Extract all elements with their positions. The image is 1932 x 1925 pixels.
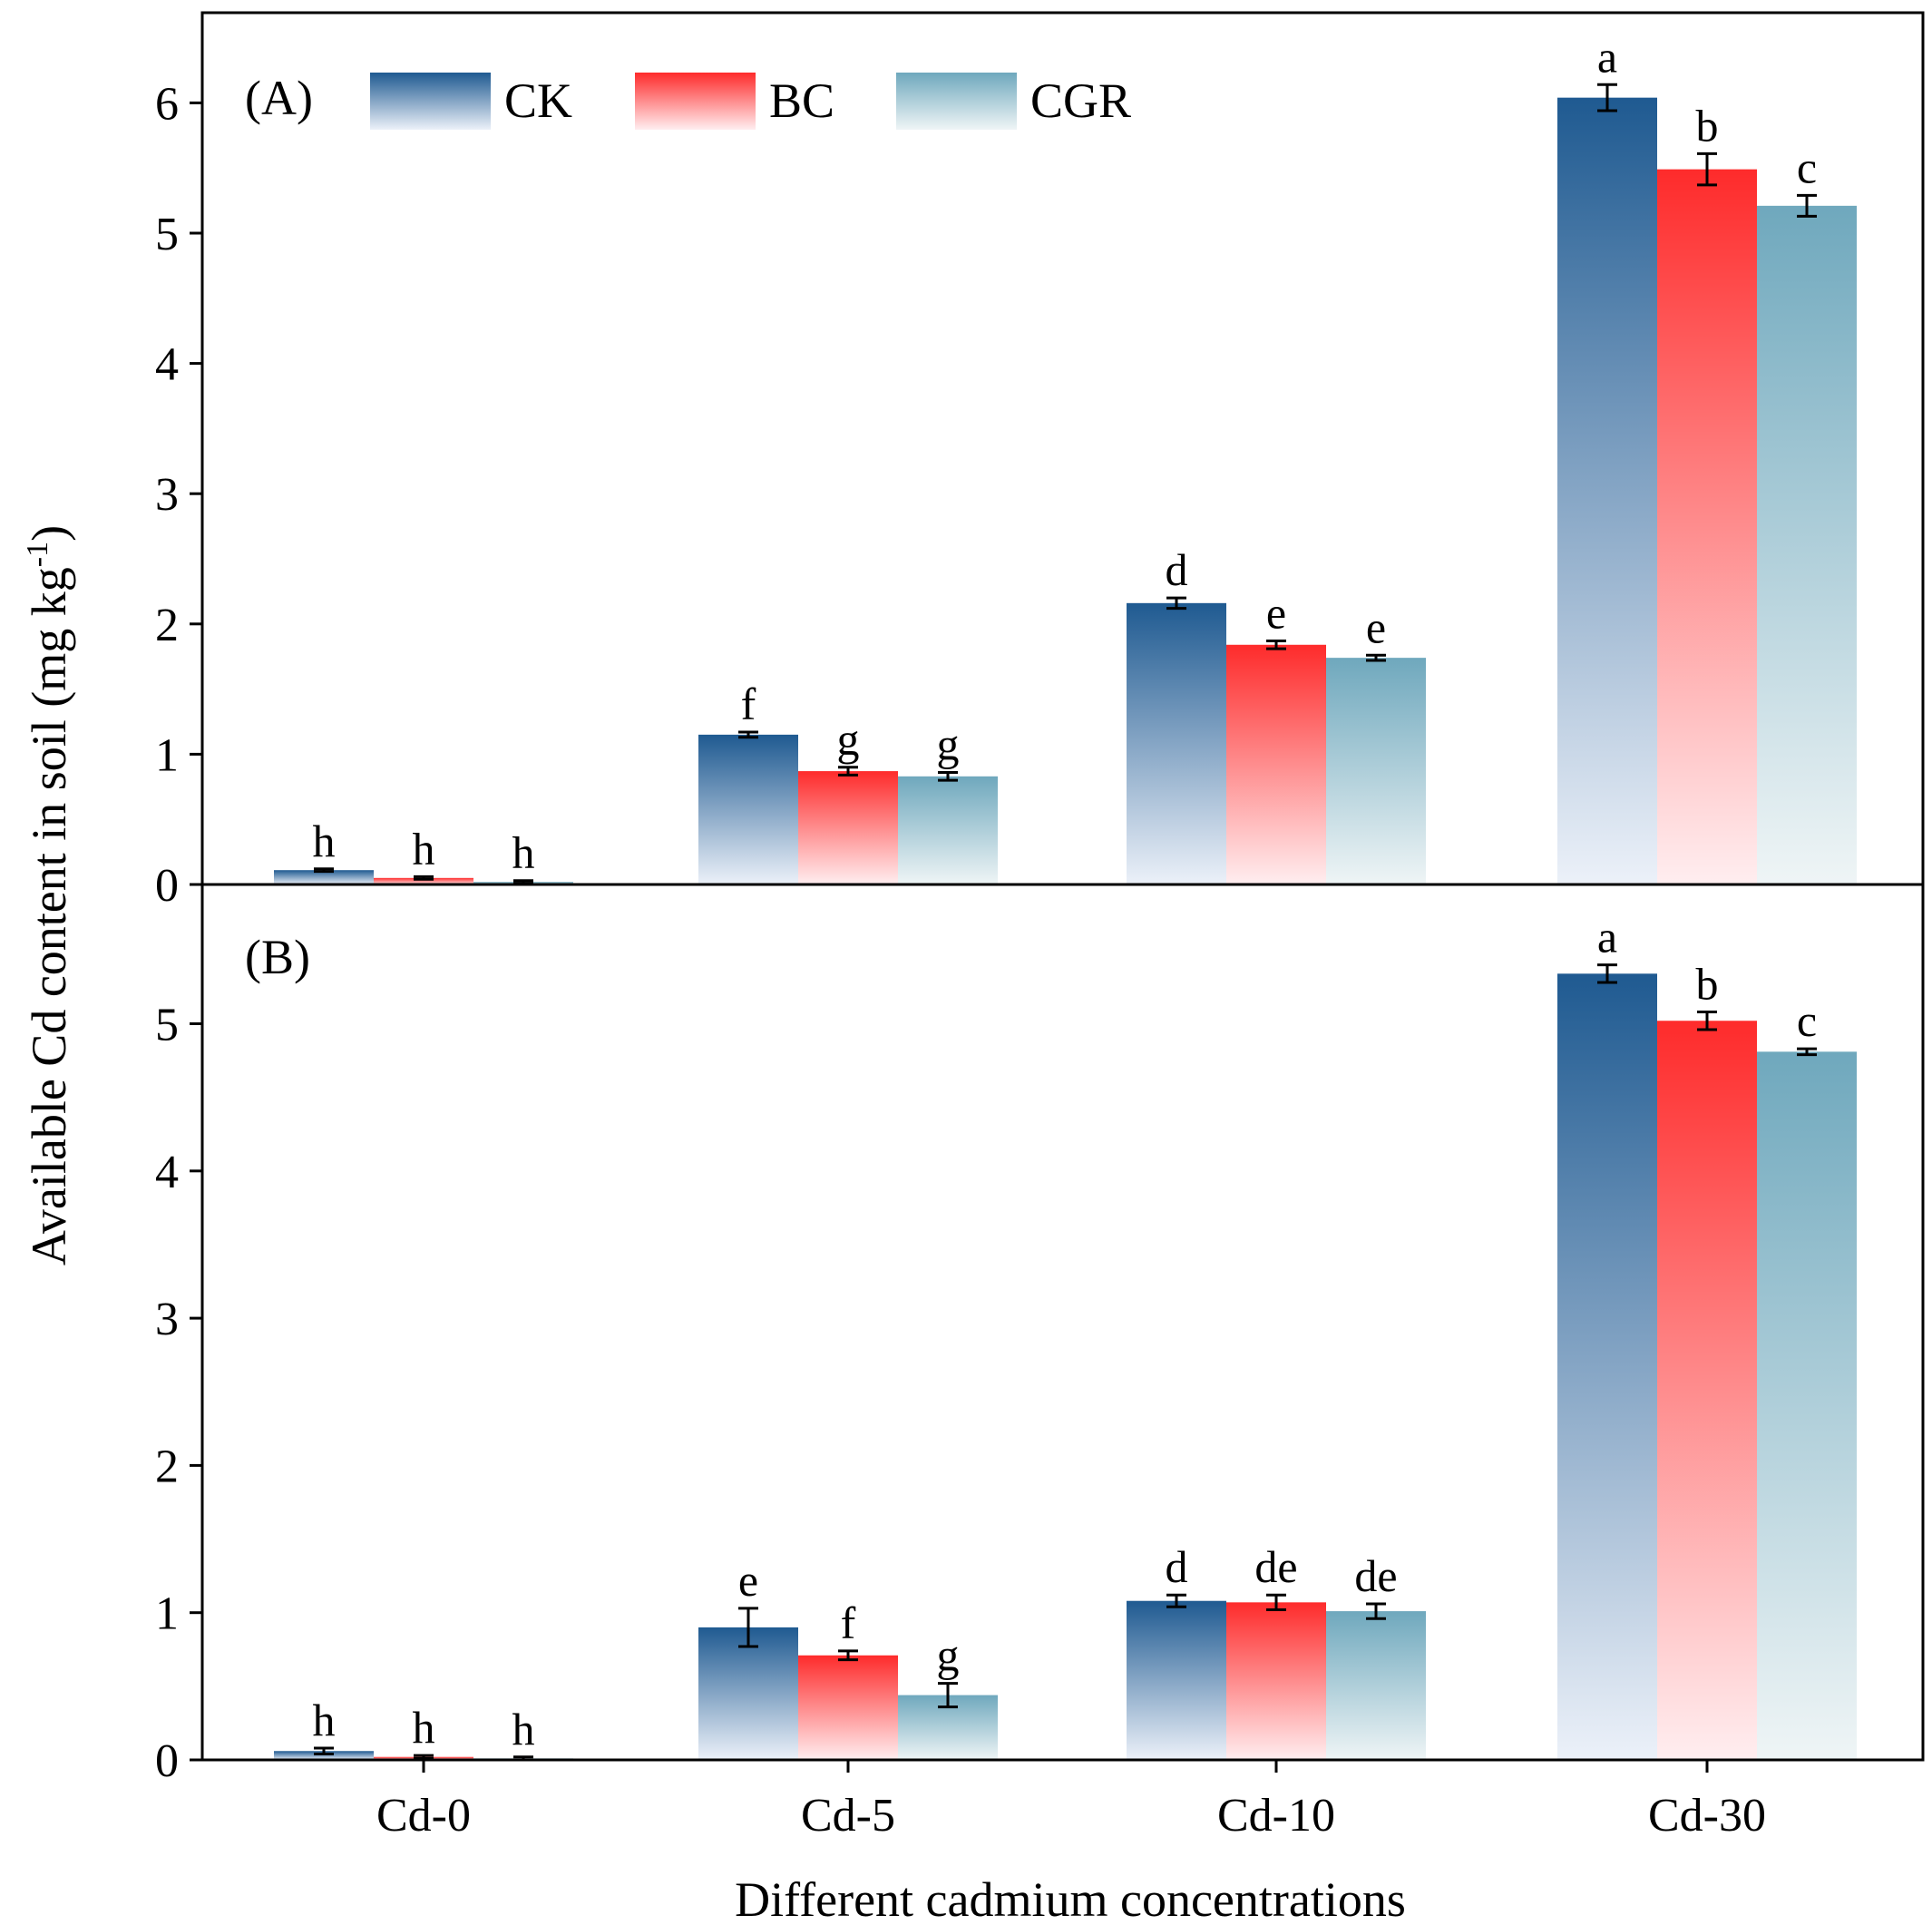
bar — [274, 1751, 374, 1760]
y-tick-label: 1 — [155, 729, 179, 781]
bar — [1657, 169, 1757, 885]
significance-letter: d — [1166, 544, 1188, 595]
y-tick-label: 5 — [155, 1000, 179, 1051]
significance-letter: f — [841, 1598, 856, 1648]
y-tick-label: 2 — [155, 600, 179, 651]
legend-swatch — [635, 73, 756, 130]
plot-frame — [200, 11, 1925, 1762]
x-tick-label: Cd-5 — [801, 1790, 895, 1842]
significance-letter: g — [937, 719, 960, 770]
significance-letter: e — [1266, 587, 1286, 638]
significance-letter: d — [1166, 1541, 1188, 1592]
y-tick-label: 3 — [155, 1294, 179, 1345]
y-axis-label-close: ) — [22, 525, 76, 542]
significance-letter: de — [1354, 1550, 1397, 1601]
y-tick-label: 2 — [155, 1441, 179, 1492]
legend: CK BC CGR — [370, 73, 1131, 130]
y-tick-label: 4 — [155, 1147, 179, 1198]
bar — [798, 1655, 898, 1760]
y-axis-label: Available Cd content in soil (mg kg-1) — [21, 525, 76, 1265]
bar — [274, 870, 374, 884]
axes-layer: 0 1 2 3 4 5 6 (A) 0 1 2 3 4 5 (B) Cd-0 Cd-5 Cd-10 Cd-30 — [155, 11, 1925, 1842]
bar — [698, 734, 798, 884]
significance-letter: b — [1696, 959, 1719, 1010]
significance-letter: c — [1797, 142, 1817, 192]
bar — [1557, 97, 1657, 884]
y-tick-label: 0 — [155, 1735, 179, 1787]
y-tick-label: 5 — [155, 209, 179, 260]
bar — [1657, 1021, 1757, 1760]
legend-swatch — [370, 73, 491, 130]
significance-letter: h — [413, 823, 435, 874]
x-axis-label: Different cadmium concentrations — [735, 1872, 1406, 1925]
y-tick-label: 6 — [155, 78, 179, 130]
significance-letter: h — [512, 827, 535, 878]
bar — [1226, 644, 1326, 884]
significance-letter: e — [1366, 601, 1386, 652]
panel-label: (A) — [245, 71, 313, 125]
significance-letter: g — [937, 1630, 960, 1681]
bar — [798, 771, 898, 884]
significance-letter: h — [413, 1702, 435, 1753]
significance-letter: e — [738, 1555, 758, 1606]
bar — [1127, 602, 1226, 884]
significance-letter: a — [1597, 31, 1617, 82]
x-tick-label: Cd-10 — [1217, 1790, 1335, 1842]
y-axis-label-main: Available Cd content in soil (mg kg — [22, 567, 76, 1265]
y-tick-label: 0 — [155, 860, 179, 912]
significance-letter: de — [1254, 1541, 1297, 1592]
bar — [1757, 205, 1857, 884]
y-tick-label: 1 — [155, 1588, 179, 1640]
y-axis-label-superscript: -1 — [21, 542, 54, 567]
bar — [1226, 1602, 1326, 1760]
significance-letter: f — [741, 679, 756, 729]
bar — [698, 1627, 798, 1760]
significance-letter: h — [512, 1704, 535, 1754]
significance-letter: g — [837, 714, 860, 765]
legend-label: CGR — [1030, 73, 1131, 128]
bar — [1757, 1051, 1857, 1760]
bar — [898, 776, 998, 884]
significance-letter: h — [313, 816, 336, 866]
legend-label: BC — [769, 73, 834, 128]
bar — [1127, 1600, 1226, 1760]
bar — [374, 877, 473, 884]
x-tick-label: Cd-30 — [1648, 1790, 1766, 1842]
legend-label: CK — [504, 73, 572, 128]
bar — [1326, 1611, 1426, 1760]
significance-letter: h — [313, 1695, 336, 1745]
significance-letter: a — [1597, 912, 1617, 962]
bar — [1557, 973, 1657, 1760]
significance-letter: c — [1797, 995, 1817, 1046]
panel-label: (B) — [245, 930, 310, 984]
legend-swatch — [896, 73, 1017, 130]
y-tick-label: 4 — [155, 339, 179, 391]
y-tick-label: 3 — [155, 469, 179, 521]
bars-layer: h f d a h g e b h g e c h e d a h f de b h g de c — [274, 31, 1857, 1762]
x-tick-label: Cd-0 — [376, 1790, 471, 1842]
significance-letter: b — [1696, 100, 1719, 151]
bar — [1326, 658, 1426, 884]
